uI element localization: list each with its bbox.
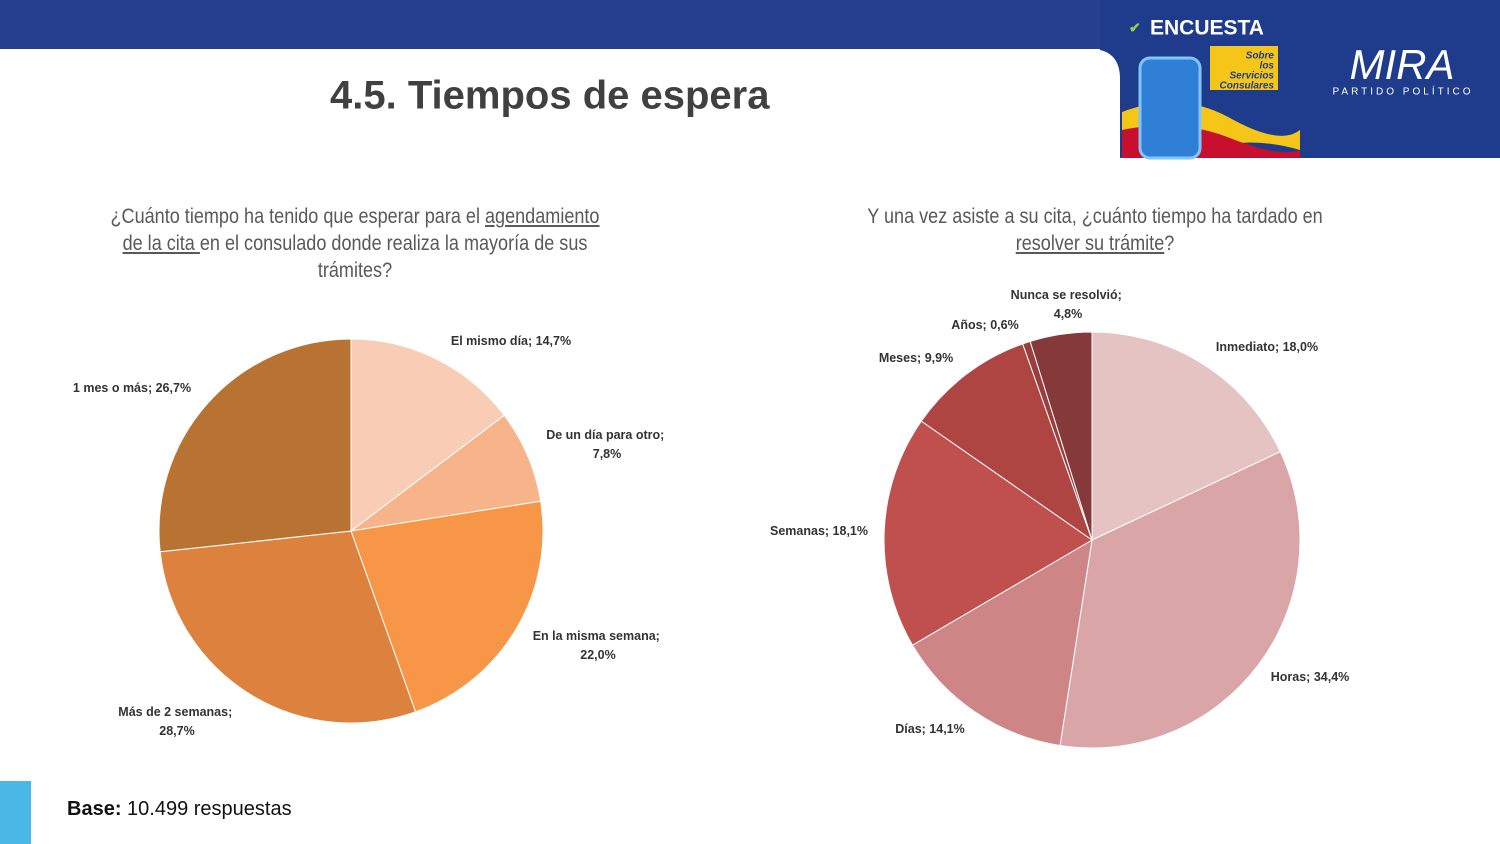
footer: Base: 10.499 respuestas	[67, 798, 292, 820]
pie-slice	[883, 420, 1093, 646]
slice-value: 0,6%	[990, 318, 1019, 332]
slice-label: Más de 2 semanas; 28,7%	[118, 705, 235, 738]
pie-slice	[158, 338, 352, 553]
label-separator: ;	[917, 351, 925, 365]
question-part: ?	[1164, 232, 1175, 255]
pie-slice	[1091, 331, 1281, 541]
slice-category: Semanas	[770, 524, 825, 538]
question-part: en el consulado donde realiza la mayoría…	[199, 232, 588, 282]
tag-box	[1210, 46, 1278, 90]
label-separator: ;	[656, 629, 664, 643]
label-separator: ;	[1275, 340, 1283, 354]
pie-slice	[1029, 331, 1093, 541]
brand: MIRA	[1350, 41, 1455, 88]
label-separator: ;	[660, 428, 668, 442]
slice-category: De un día para otro	[546, 428, 660, 442]
footer-text: 10.499 respuestas	[127, 798, 292, 820]
question: Y una vez asiste a su cita, ¿cuánto tiem…	[833, 203, 1358, 257]
question-part: ¿Cuánto tiempo ha tenido que esperar par…	[110, 205, 486, 228]
pie-slice	[350, 500, 544, 713]
slice-value: 18,1%	[833, 524, 868, 538]
slice-category: 1 mes o más	[73, 381, 148, 395]
slice-label: De un día para otro; 7,8%	[546, 428, 668, 461]
label-separator: ;	[528, 334, 536, 348]
footer-label: Base:	[67, 798, 121, 820]
slice-category: Días	[895, 722, 921, 736]
label-separator: ;	[1306, 670, 1314, 684]
slice-label: Nunca se resolvió; 4,8%	[1011, 288, 1126, 321]
question-part: Y una vez asiste a su cita, ¿cuánto tiem…	[867, 205, 1323, 228]
label-separator: ;	[228, 705, 236, 719]
label-separator: ;	[983, 318, 991, 332]
slice-category: Nunca se resolvió	[1011, 288, 1118, 302]
label-separator: ;	[1118, 288, 1126, 302]
slice-value: 18,0%	[1283, 340, 1318, 354]
question-part: resolver su trámite	[1015, 232, 1165, 255]
slice-label: Años; 0,6%	[951, 318, 1018, 332]
slice-value: 9,9%	[925, 351, 954, 365]
question: ¿Cuánto tiempo ha tenido que esperar par…	[101, 203, 608, 284]
slice-category: Horas	[1271, 670, 1306, 684]
slice-value: 22,0%	[580, 648, 615, 662]
slice-value: 7,8%	[593, 447, 622, 461]
brand-sub: PARTIDO POLÍTICO	[1333, 85, 1474, 98]
slice-value: 14,7%	[536, 334, 571, 348]
pie-slice	[350, 338, 505, 533]
slice-label: Horas; 34,4%	[1271, 670, 1350, 684]
tag-line: Consulares	[1220, 81, 1275, 92]
slice-label: El mismo día; 14,7%	[451, 334, 571, 348]
slice-category: Más de 2 semanas	[118, 705, 228, 719]
pie	[158, 338, 544, 724]
slice-label: Semanas; 18,1%	[770, 524, 868, 538]
pie-slice	[1059, 450, 1301, 749]
slice-value: 34,4%	[1314, 670, 1349, 684]
label-separator: ;	[148, 381, 156, 395]
tag-line: Sobre	[1246, 51, 1275, 62]
slice-category: Meses	[879, 351, 917, 365]
slice-label: Meses; 9,9%	[879, 351, 953, 365]
slice-label: Inmediato; 18,0%	[1216, 340, 1318, 354]
slice-value: 14,1%	[929, 722, 964, 736]
pie-slice	[911, 539, 1093, 747]
slice-value: 26,7%	[156, 381, 191, 395]
tag-line: los	[1260, 61, 1275, 72]
check-icon: ✔	[1129, 20, 1141, 36]
question-part: agendamiento de la cita	[122, 205, 600, 255]
pie	[883, 331, 1301, 749]
phone-icon	[1138, 56, 1202, 160]
slice-category: En la misma semana	[533, 629, 657, 643]
survey-label: ENCUESTA	[1150, 17, 1264, 40]
pie-slice	[159, 530, 417, 724]
slide-title: 4.5. Tiempos de espera	[330, 74, 770, 118]
label-separator: ;	[922, 722, 930, 736]
label-separator: ;	[825, 524, 833, 538]
slice-value: 28,7%	[159, 724, 194, 738]
pie-slice	[920, 343, 1093, 542]
slice-label: Días; 14,1%	[895, 722, 965, 736]
tag-line: Servicios	[1230, 71, 1275, 82]
white-area	[0, 49, 1120, 158]
slice-category: Años	[951, 318, 982, 332]
slice-category: El mismo día	[451, 334, 529, 348]
slice-value: 4,8%	[1054, 307, 1083, 321]
slice-label: 1 mes o más; 26,7%	[73, 381, 191, 395]
corner-accent	[0, 781, 31, 844]
pie-slice	[350, 414, 542, 532]
slice-category: Inmediato	[1216, 340, 1275, 354]
slice-label: En la misma semana; 22,0%	[533, 629, 664, 662]
